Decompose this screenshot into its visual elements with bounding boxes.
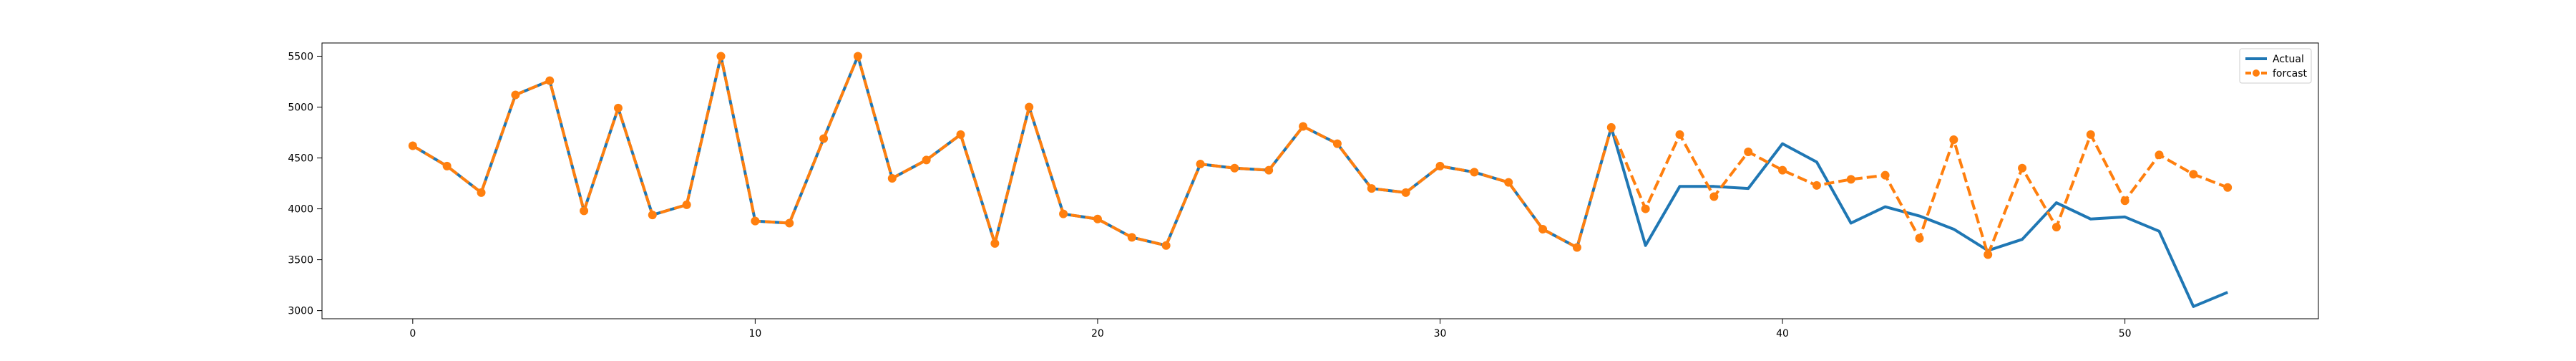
data-point — [2018, 163, 2027, 173]
data-point — [1572, 243, 1581, 252]
data-point — [922, 155, 931, 165]
data-point — [2189, 170, 2198, 179]
data-point — [1299, 122, 1308, 131]
data-point — [1161, 241, 1171, 250]
legend-marker — [2253, 69, 2260, 77]
data-point — [785, 218, 794, 228]
data-point — [1470, 168, 1479, 177]
data-point — [1880, 170, 1890, 180]
data-point — [1059, 209, 1068, 218]
data-point — [682, 200, 691, 209]
data-point — [1846, 175, 1855, 184]
data-point — [408, 141, 417, 150]
data-point — [2223, 183, 2233, 192]
data-point — [1812, 180, 1821, 190]
data-point — [1744, 148, 1753, 157]
data-point — [1230, 163, 1239, 173]
y-tick-label: 3500 — [288, 255, 313, 266]
data-point — [1332, 139, 1342, 148]
y-tick-label: 4500 — [288, 153, 313, 165]
data-point — [1778, 165, 1787, 175]
data-point — [1675, 130, 1684, 139]
axis-ticks: 0 10 20 30 40 50 3000 3500 4000 4500 5000 5500 — [288, 51, 2131, 340]
data-point — [1949, 135, 1958, 144]
data-point — [1264, 165, 1274, 175]
data-point — [1606, 122, 1616, 132]
x-tick-label: 0 — [409, 328, 416, 340]
data-point — [580, 206, 589, 216]
data-point — [442, 161, 452, 170]
data-point — [990, 239, 1000, 248]
data-point — [1504, 178, 1513, 187]
plot-frame — [321, 42, 2319, 319]
y-tick-label: 5500 — [288, 51, 313, 62]
series-line-forcast — [411, 54, 2228, 256]
data-point — [1093, 214, 1102, 223]
data-point — [1538, 224, 1548, 234]
series-line-actual — [411, 54, 2228, 308]
data-point — [1367, 184, 1376, 193]
data-point — [887, 173, 897, 183]
data-point — [2120, 196, 2129, 206]
legend-label: Actual — [2273, 54, 2304, 65]
x-tick-label: 20 — [1091, 328, 1104, 340]
data-point — [1641, 204, 1650, 213]
data-point — [1196, 160, 1205, 169]
data-point — [545, 76, 555, 85]
legend: Actual forcast — [2239, 48, 2312, 84]
data-point — [751, 216, 760, 226]
data-point — [956, 130, 965, 139]
data-point — [819, 134, 829, 143]
y-tick-label: 5000 — [288, 102, 313, 114]
data-point — [1127, 233, 1136, 242]
x-tick-label: 30 — [1434, 328, 1447, 340]
x-tick-label: 40 — [1776, 328, 1789, 340]
data-point — [613, 103, 623, 112]
x-tick-label: 50 — [2119, 328, 2132, 340]
data-point — [648, 211, 657, 220]
data-point — [477, 188, 486, 197]
data-point — [511, 90, 520, 100]
series-layer — [408, 52, 2233, 308]
x-tick-label: 10 — [748, 328, 761, 340]
data-point — [1709, 192, 1719, 201]
data-point — [2155, 150, 2164, 160]
data-point — [2051, 223, 2061, 232]
data-point — [2086, 130, 2095, 139]
data-point — [1915, 234, 1924, 243]
data-point — [853, 52, 862, 61]
y-tick-label: 4000 — [288, 204, 313, 216]
legend-label: forcast — [2273, 68, 2308, 80]
data-point — [1401, 188, 1410, 197]
data-point — [716, 52, 726, 61]
data-point — [1984, 250, 1993, 259]
data-point — [1435, 161, 1445, 170]
y-tick-label: 3000 — [288, 306, 313, 317]
data-point — [1025, 102, 1034, 112]
